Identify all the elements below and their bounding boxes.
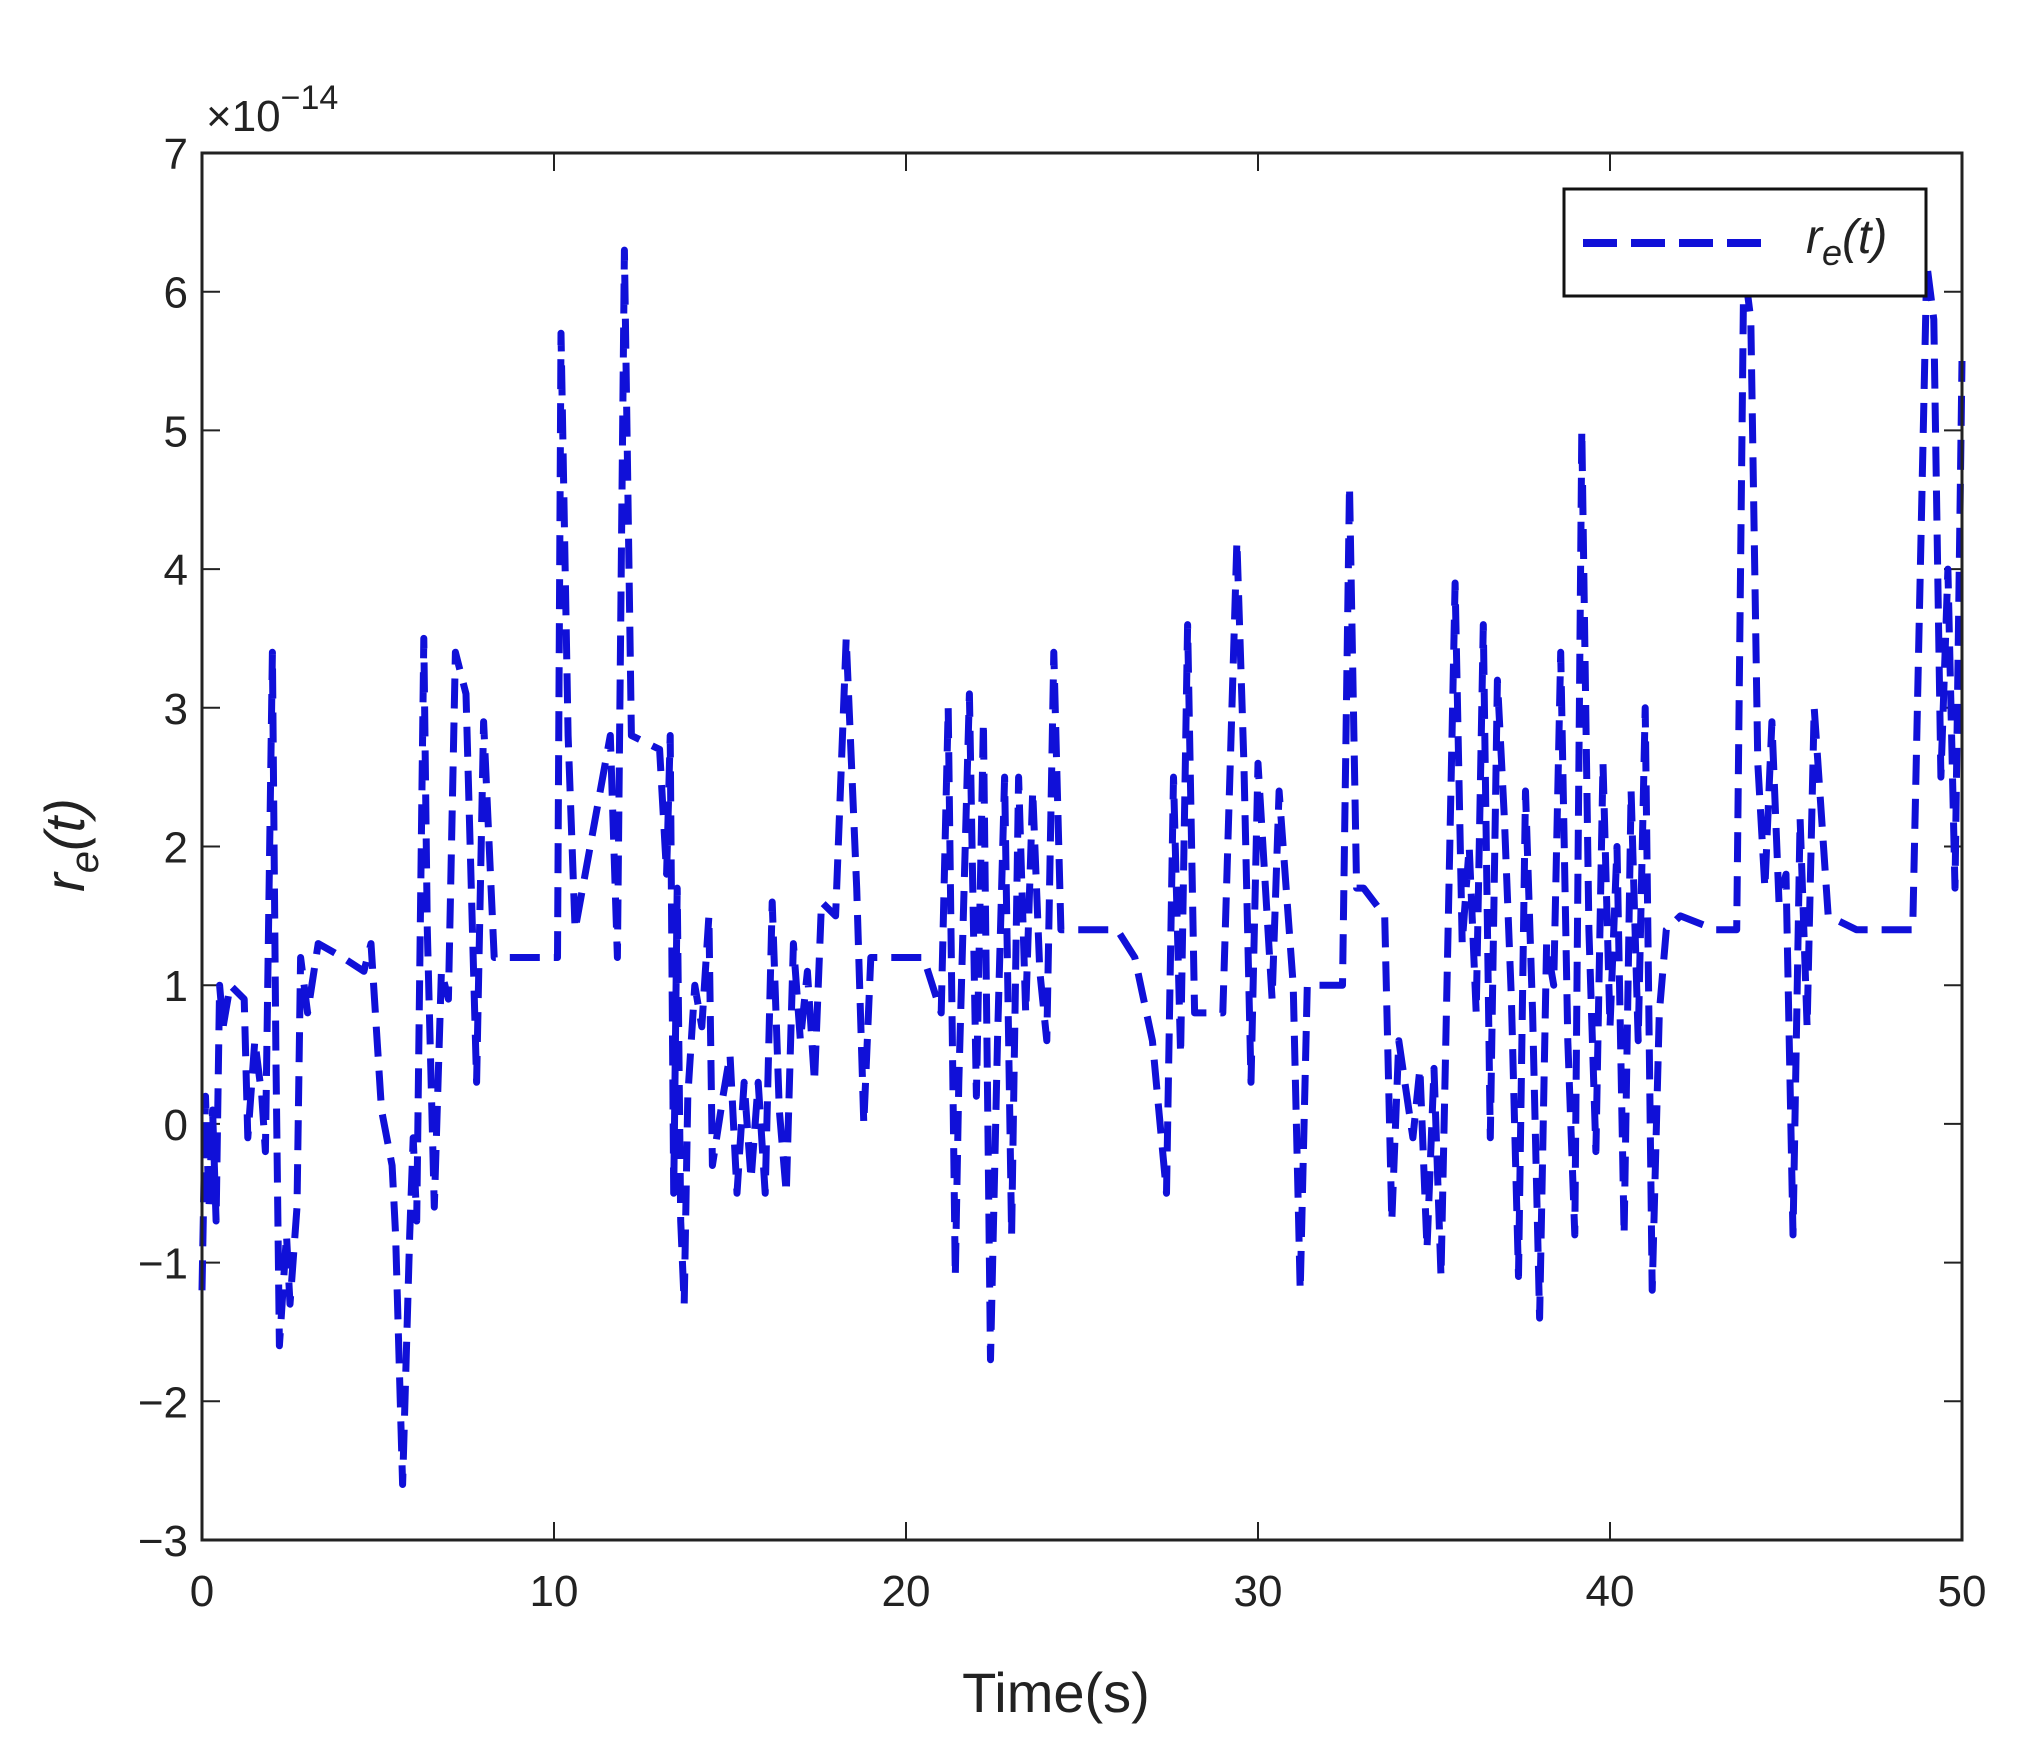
y-tick-label: 4 (164, 546, 188, 595)
y-exponent-power: −14 (281, 79, 339, 117)
y-axis-title-sub: e (63, 851, 107, 873)
y-tick-label: 1 (164, 962, 188, 1011)
x-tick-label: 30 (1234, 1567, 1283, 1616)
legend-label-arg: (t) (1842, 211, 1887, 264)
y-tick-label: 7 (164, 130, 188, 179)
y-tick-label: 3 (164, 685, 188, 734)
y-tick-label: −2 (138, 1378, 188, 1427)
y-tick-label: −3 (138, 1517, 188, 1566)
y-tick-label: −1 (138, 1240, 188, 1289)
x-tick-label: 20 (882, 1567, 931, 1616)
x-tick-label: 0 (190, 1567, 214, 1616)
y-tick-label: 5 (164, 407, 188, 456)
y-tick-label: 6 (164, 269, 188, 318)
y-ticks: −3 −2 −1 0 1 2 3 4 5 6 7 (138, 130, 1962, 1566)
x-ticks: 0 10 20 30 40 50 (190, 153, 1987, 1616)
x-tick-label: 10 (530, 1567, 579, 1616)
x-tick-label: 40 (1586, 1567, 1635, 1616)
y-exponent-label: ×10−14 (206, 79, 338, 141)
x-tick-label: 50 (1938, 1567, 1987, 1616)
series-line-0 (198, 246, 1966, 1488)
legend-label: re(t) (1806, 211, 1887, 273)
y-exponent-base: ×10 (206, 92, 281, 141)
y-tick-label: 0 (164, 1101, 188, 1150)
y-axis-title: re(t) (33, 798, 107, 892)
y-axis-title-main: r (33, 871, 96, 892)
y-axis-title-arg: (t) (33, 798, 96, 851)
legend: re(t) (1562, 187, 1928, 298)
series-group (198, 246, 1966, 1488)
plot-frame (200, 151, 1964, 1542)
legend-label-main: r (1806, 211, 1824, 264)
legend-label-sub: e (1822, 232, 1842, 273)
y-tick-label: 2 (164, 824, 188, 873)
x-axis-title: Time(s) (962, 1661, 1150, 1724)
plot-area (202, 153, 1962, 1540)
